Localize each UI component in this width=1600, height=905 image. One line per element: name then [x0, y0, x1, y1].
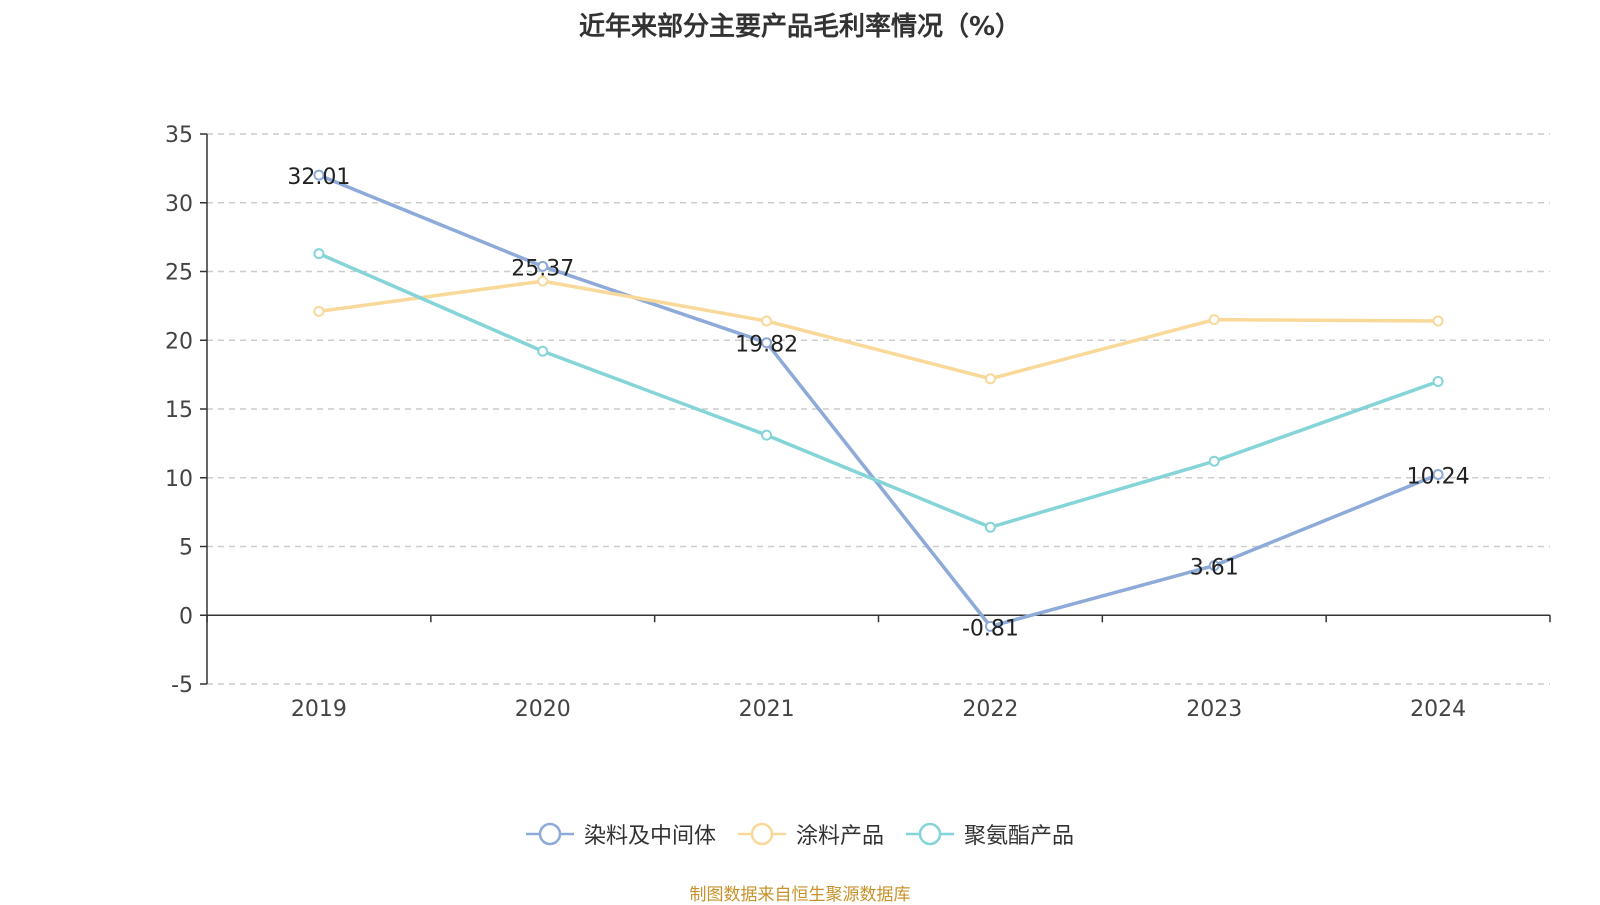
y-tick-label: 25: [165, 261, 193, 286]
data-point: [537, 345, 549, 357]
data-point: [761, 337, 773, 349]
data-point: [1432, 315, 1444, 327]
series-group: [313, 169, 1444, 632]
legend-label: 涂料产品: [795, 824, 884, 849]
y-tick-label: 30: [165, 192, 193, 217]
legend-item[interactable]: 涂料产品: [737, 818, 884, 850]
data-point: [761, 315, 773, 327]
x-tick-label: 2020: [515, 697, 571, 722]
legend-item[interactable]: 聚氨酯产品: [906, 818, 1074, 850]
data-point: [1208, 560, 1220, 572]
data-label: 32.01: [287, 165, 350, 190]
legend-line-icon: [737, 822, 786, 846]
data-point: [1432, 376, 1444, 387]
grid-lines: [207, 133, 1550, 685]
data-point: [313, 305, 325, 317]
data-label: -0.81: [962, 616, 1019, 641]
data-label: 19.82: [735, 333, 798, 358]
data-label: 25.37: [511, 256, 574, 281]
series-line: [318, 173, 1439, 629]
data-label: 10.24: [1407, 464, 1470, 489]
data-label: 3.61: [1190, 556, 1239, 581]
line-chart: -5 0 5 10 15 20 25 30 35 2019 2020 2021 2022 2023 2024…: [165, 123, 1551, 722]
legend-line-icon: [525, 822, 574, 846]
y-tick-label: 35: [165, 123, 193, 148]
data-point: [984, 620, 996, 632]
y-tick-label: 0: [179, 604, 193, 629]
x-tick-label: 2022: [962, 697, 1018, 722]
legend-label: 聚氨酯产品: [964, 824, 1075, 849]
data-labels: 32.01 25.37 19.82 -0.81 3.61 10.24: [287, 165, 1469, 641]
series-line: [318, 279, 1439, 381]
y-tick-label: -5: [171, 673, 193, 698]
y-tick-label: 5: [179, 536, 193, 561]
x-tick-label: 2024: [1410, 697, 1466, 722]
data-point: [1208, 455, 1220, 467]
x-tick-label: 2019: [291, 697, 347, 722]
chart-title: 近年来部分主要产品毛利率情况（%）: [578, 12, 1022, 42]
legend-line-icon: [906, 822, 954, 846]
data-point: [313, 169, 325, 181]
data-point: [984, 521, 996, 533]
y-tick-label: 10: [165, 467, 193, 492]
series-line: [318, 252, 1439, 529]
legend-label: 染料及中间体: [583, 824, 716, 849]
x-tick-label: 2021: [739, 697, 795, 722]
legend: 染料及中间体 涂料产品 聚氨酯产品: [0, 818, 1600, 850]
data-point: [1208, 314, 1220, 326]
y-tick-label: 15: [165, 398, 193, 423]
data-point: [1432, 468, 1444, 480]
y-tick-label: 20: [165, 329, 193, 354]
x-tick-label: 2023: [1186, 697, 1242, 722]
data-point: [537, 275, 549, 287]
axes: -5 0 5 10 15 20 25 30 35 2019 2020 2021 2022 2023 2024: [165, 123, 1551, 722]
data-point: [313, 248, 325, 260]
data-point: [761, 429, 773, 441]
source-note: 制图数据来自恒生聚源数据库: [689, 885, 911, 905]
data-point: [537, 260, 549, 272]
data-point: [984, 373, 996, 385]
legend-item[interactable]: 染料及中间体: [525, 818, 716, 850]
